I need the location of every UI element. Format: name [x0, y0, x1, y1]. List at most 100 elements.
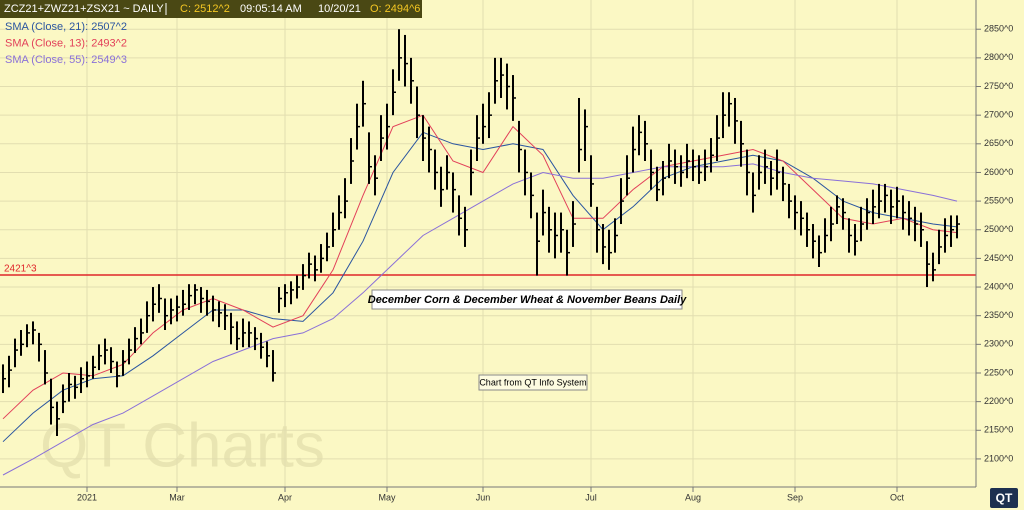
price-bar [548, 206, 552, 253]
x-tick-label: 2021 [77, 492, 97, 502]
price-bar [632, 126, 636, 173]
price-bar [380, 115, 384, 161]
price-bar [218, 301, 222, 328]
price-bar [938, 229, 942, 265]
price-bar [698, 155, 702, 184]
price-bar [746, 149, 750, 196]
logo: QT [996, 491, 1013, 505]
price-bar [740, 120, 744, 167]
price-bar [872, 189, 876, 225]
price-bar [644, 120, 648, 161]
y-tick-label: 2100^0 [984, 453, 1013, 463]
price-bar [680, 155, 684, 187]
x-tick-label: Oct [890, 492, 905, 502]
price-bar [272, 350, 276, 382]
price-bar [254, 327, 258, 351]
price-bar [536, 212, 540, 276]
price-bar [950, 215, 954, 247]
price-bar [68, 372, 72, 402]
price-bar [404, 34, 408, 87]
price-bar [662, 160, 666, 196]
sma-line [2, 163, 958, 476]
price-bar [482, 103, 486, 144]
y-tick-label: 2850^0 [984, 24, 1013, 34]
price-bar [488, 92, 492, 139]
price-bar [890, 189, 894, 225]
legend-entry: SMA (Close, 21): 2507^2 [5, 21, 127, 33]
header-field: C: 2512^2 [180, 3, 230, 15]
annotation-box [371, 289, 683, 310]
price-bar [620, 178, 624, 225]
price-bar [410, 57, 414, 104]
x-tick-label: Aug [685, 492, 701, 502]
price-bar [650, 149, 654, 190]
price-bar [800, 201, 804, 236]
x-tick-label: Jul [585, 492, 597, 502]
price-bar [344, 178, 348, 219]
price-bar [824, 218, 828, 253]
price-bar [734, 97, 738, 144]
y-tick-label: 2650^0 [984, 138, 1013, 148]
price-bar [530, 172, 534, 219]
legend: SMA (Close, 21): 2507^2 SMA (Close, 13): … [5, 21, 127, 66]
y-tick-label: 2200^0 [984, 396, 1013, 406]
watermark: QT Charts [40, 411, 325, 480]
price-bar [14, 338, 18, 368]
price-bar [944, 218, 948, 253]
price-bar [920, 212, 924, 247]
price-bar [104, 338, 108, 365]
price-bar [338, 195, 342, 230]
y-tick-label: 2700^0 [984, 110, 1013, 120]
price-bar [50, 378, 54, 425]
y-tick-label: 2750^0 [984, 81, 1013, 91]
price-bar [656, 166, 660, 202]
price-bar [764, 149, 768, 184]
price-bar [38, 332, 42, 362]
header-bar [0, 0, 422, 18]
price-bar [158, 284, 162, 313]
y-tick-label: 2250^0 [984, 367, 1013, 377]
price-bar [794, 195, 798, 230]
price-bar [428, 126, 432, 173]
price-bar [92, 355, 96, 379]
price-bar [266, 341, 270, 368]
price-bar [194, 284, 198, 305]
price-bar [128, 338, 132, 365]
x-tick-label: Mar [169, 492, 185, 502]
price-bar [770, 160, 774, 196]
price-bar [878, 183, 882, 219]
price-bar [188, 284, 192, 310]
price-bar [902, 195, 906, 230]
price-bar [854, 224, 858, 256]
price-bar [506, 63, 510, 110]
price-bar [614, 218, 618, 253]
price-bar [896, 186, 900, 219]
price-bar [470, 149, 474, 196]
price-bar [914, 206, 918, 242]
price-bar [416, 86, 420, 139]
price-bar [752, 172, 756, 213]
grid [0, 0, 976, 487]
x-tick-label: Sep [787, 492, 803, 502]
price-bar [434, 149, 438, 190]
x-tick-label: Apr [278, 492, 292, 502]
price-bar [242, 318, 246, 348]
price-bar [716, 115, 720, 161]
price-bar [230, 312, 234, 345]
reference-label: 2421^3 [4, 264, 37, 275]
header-field: O: 2494^6 [370, 3, 420, 15]
y-tick-label: 2600^0 [984, 167, 1013, 177]
price-bar [908, 201, 912, 236]
x-tick-label: Jun [476, 492, 491, 502]
price-bar [788, 183, 792, 219]
price-bar [200, 287, 204, 313]
price-bar [692, 149, 696, 182]
price-bar [308, 252, 312, 279]
price-bar [818, 235, 822, 267]
price-bar [350, 138, 354, 184]
price-bar [512, 75, 516, 121]
price-bar [518, 120, 522, 173]
price-bar [356, 103, 360, 150]
price-bar [566, 229, 570, 276]
price-bar [176, 295, 180, 322]
